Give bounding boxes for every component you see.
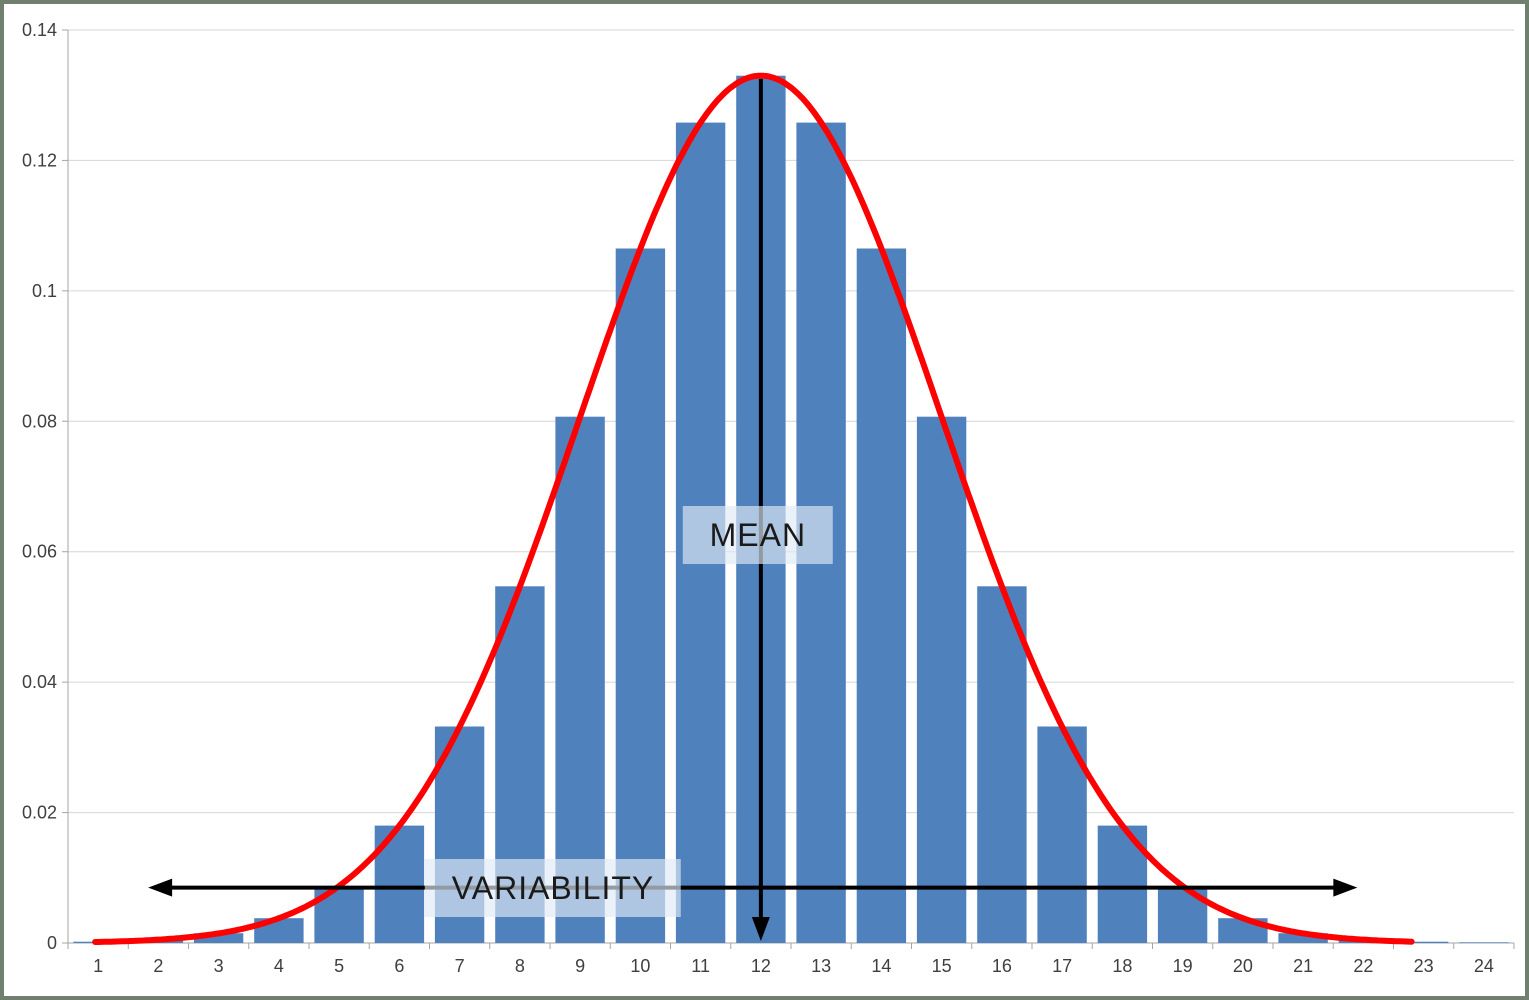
- mean-arrow-head: [751, 917, 770, 942]
- y-tick-label: 0: [47, 933, 57, 953]
- x-tick-label: 1: [93, 956, 103, 976]
- x-tick-label: 16: [992, 956, 1012, 976]
- x-tick-label: 20: [1233, 956, 1253, 976]
- x-tick-label: 13: [811, 956, 831, 976]
- variability-arrow-head-right: [1333, 878, 1358, 897]
- x-tick-label: 6: [394, 956, 404, 976]
- x-tick-label: 15: [932, 956, 952, 976]
- bar: [555, 416, 605, 943]
- y-tick-label: 0.06: [22, 542, 57, 562]
- x-tick-label: 2: [153, 956, 163, 976]
- variability-label: VARIABILITY: [424, 858, 682, 917]
- x-tick-label: 18: [1112, 956, 1132, 976]
- x-tick-label: 5: [334, 956, 344, 976]
- mean-label: MEAN: [682, 506, 834, 565]
- x-tick-label: 24: [1474, 956, 1494, 976]
- x-tick-label: 21: [1293, 956, 1313, 976]
- bar: [615, 248, 666, 943]
- y-tick-label: 0.14: [22, 20, 57, 40]
- x-tick-label: 8: [515, 956, 525, 976]
- x-tick-label: 9: [575, 956, 585, 976]
- bar: [856, 248, 907, 943]
- x-tick-label: 4: [274, 956, 284, 976]
- y-tick-label: 0.12: [22, 150, 57, 170]
- bar: [193, 933, 244, 943]
- y-tick-label: 0.04: [22, 672, 57, 692]
- x-tick-label: 3: [214, 956, 224, 976]
- bar: [1278, 933, 1328, 943]
- y-tick-label: 0.08: [22, 411, 57, 431]
- x-tick-label: 11: [691, 956, 710, 976]
- bar: [977, 586, 1027, 943]
- y-tick-label: 0.02: [22, 803, 57, 823]
- x-tick-label: 23: [1414, 956, 1434, 976]
- x-tick-label: 7: [455, 956, 465, 976]
- x-tick-label: 12: [751, 956, 771, 976]
- x-tick-label: 10: [630, 956, 650, 976]
- chart-canvas: 00.020.040.060.080.10.120.141 2 3 4 5 6 7 8 9 10 1…: [22, 20, 1515, 976]
- x-tick-label: 17: [1052, 956, 1072, 976]
- variability-arrow-head-left: [148, 878, 173, 897]
- x-tick-label: 19: [1173, 956, 1193, 976]
- bell-curve: [92, 72, 1415, 945]
- bar: [916, 416, 967, 943]
- x-tick-label: 22: [1353, 956, 1373, 976]
- bar: [1398, 941, 1449, 943]
- y-tick-label: 0.1: [32, 281, 57, 301]
- bar: [1459, 942, 1509, 943]
- x-tick-label: 14: [871, 956, 891, 976]
